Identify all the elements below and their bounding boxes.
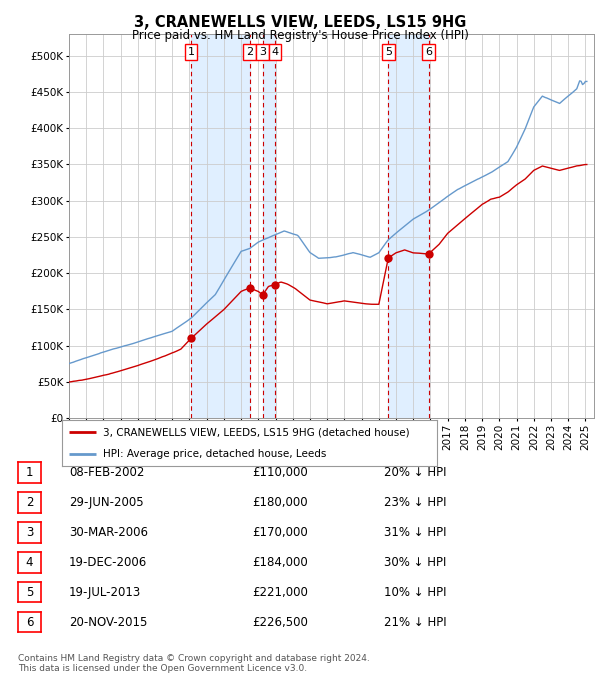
Text: 4: 4 [26,556,33,569]
Text: 19-JUL-2013: 19-JUL-2013 [69,585,141,599]
Bar [263,34,275,418]
Text: 4: 4 [271,47,278,57]
Bar [191,34,250,418]
Text: 3: 3 [26,526,33,539]
Bar [388,34,428,418]
Text: 31% ↓ HPI: 31% ↓ HPI [384,526,446,539]
Text: 21% ↓ HPI: 21% ↓ HPI [384,615,446,629]
Text: 29-JUN-2005: 29-JUN-2005 [69,496,143,509]
Text: 3, CRANEWELLS VIEW, LEEDS, LS15 9HG: 3, CRANEWELLS VIEW, LEEDS, LS15 9HG [134,15,466,30]
Text: Price paid vs. HM Land Registry's House Price Index (HPI): Price paid vs. HM Land Registry's House … [131,29,469,41]
Text: 6: 6 [26,615,33,629]
Text: £226,500: £226,500 [252,615,308,629]
Text: £184,000: £184,000 [252,556,308,569]
Text: 23% ↓ HPI: 23% ↓ HPI [384,496,446,509]
Text: £180,000: £180,000 [252,496,308,509]
Text: 5: 5 [26,585,33,599]
Text: 3: 3 [259,47,266,57]
Text: 30-MAR-2006: 30-MAR-2006 [69,526,148,539]
Text: 30% ↓ HPI: 30% ↓ HPI [384,556,446,569]
Text: 1: 1 [26,466,33,479]
Text: 20-NOV-2015: 20-NOV-2015 [69,615,148,629]
Text: 1: 1 [188,47,195,57]
Text: 5: 5 [385,47,392,57]
Text: 2: 2 [246,47,253,57]
Text: Contains HM Land Registry data © Crown copyright and database right 2024.
This d: Contains HM Land Registry data © Crown c… [18,653,370,673]
Text: 10% ↓ HPI: 10% ↓ HPI [384,585,446,599]
Text: 19-DEC-2006: 19-DEC-2006 [69,556,147,569]
Text: HPI: Average price, detached house, Leeds: HPI: Average price, detached house, Leed… [103,449,326,459]
Text: 20% ↓ HPI: 20% ↓ HPI [384,466,446,479]
Text: £110,000: £110,000 [252,466,308,479]
Text: 2: 2 [26,496,33,509]
Text: 3, CRANEWELLS VIEW, LEEDS, LS15 9HG (detached house): 3, CRANEWELLS VIEW, LEEDS, LS15 9HG (det… [103,427,410,437]
Text: 08-FEB-2002: 08-FEB-2002 [69,466,145,479]
Text: £221,000: £221,000 [252,585,308,599]
Text: 6: 6 [425,47,432,57]
Text: £170,000: £170,000 [252,526,308,539]
